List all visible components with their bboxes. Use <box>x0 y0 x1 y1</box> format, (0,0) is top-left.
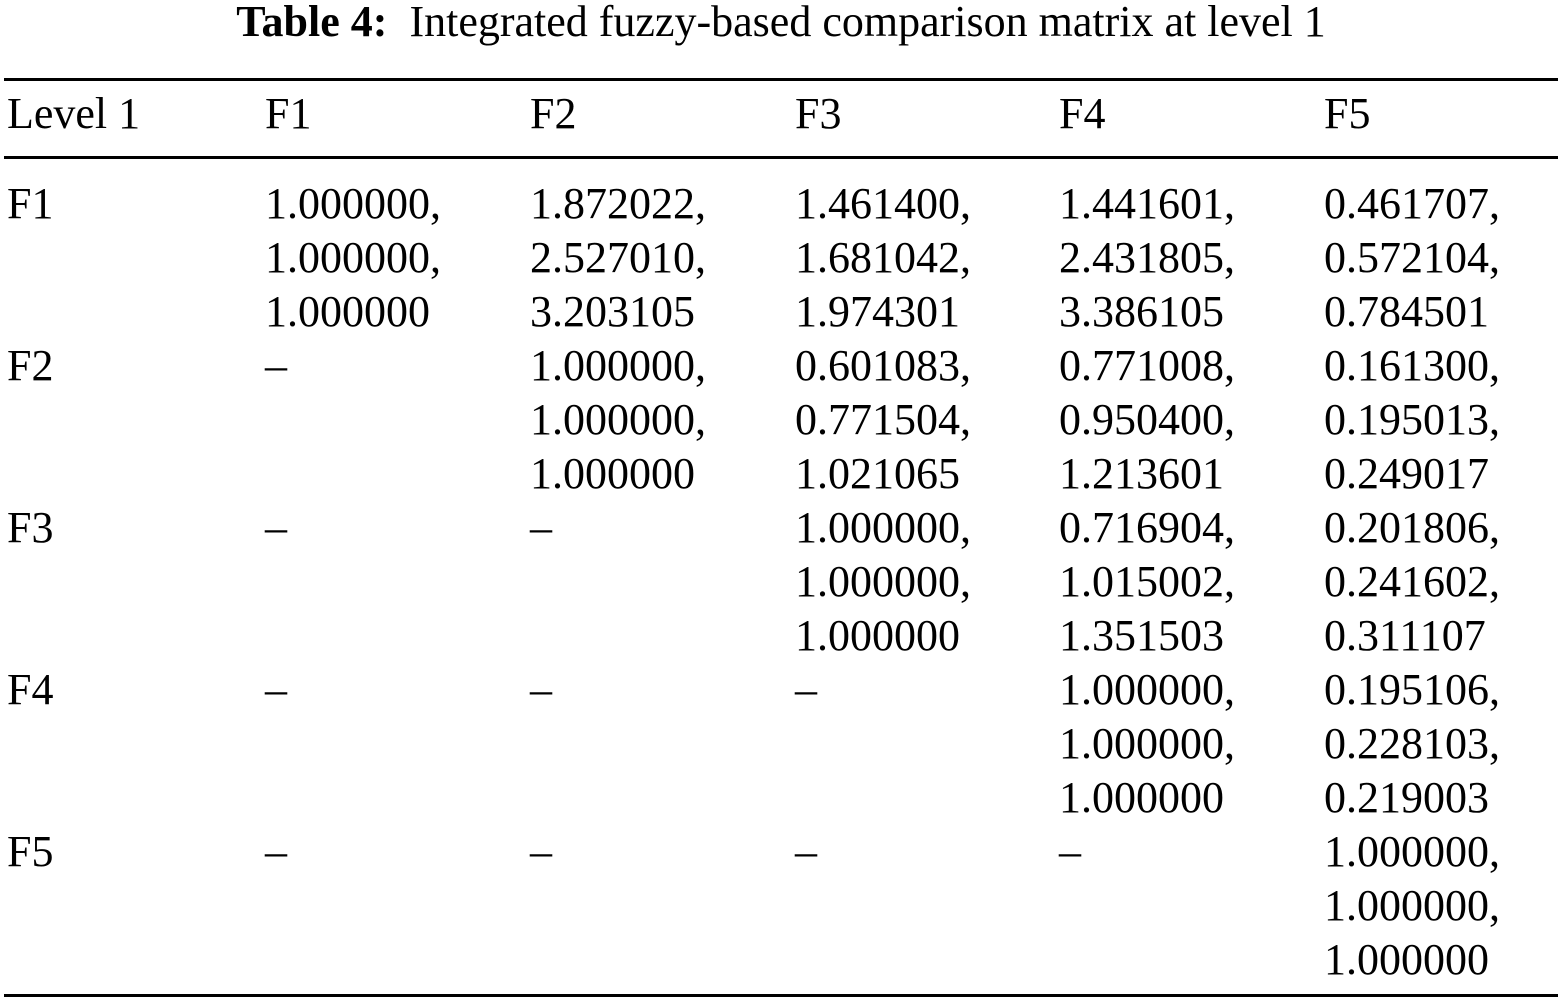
table-header-row: Level 1 F1 F2 F3 F4 F5 <box>0 88 1562 144</box>
table-cell: 1.000000, 1.000000, 1.000000 <box>530 341 706 498</box>
table-cell: – <box>795 665 817 714</box>
table-cell: 1.872022, 2.527010, 3.203105 <box>530 179 706 336</box>
table-cell: 1.441601, 2.431805, 3.386105 <box>1059 179 1235 336</box>
table-caption-text: Integrated fuzzy-based comparison matrix… <box>409 0 1326 46</box>
table-cell: 1.461400, 1.681042, 1.974301 <box>795 179 971 336</box>
row-label: F4 <box>7 665 54 714</box>
table-caption-label: Table 4: <box>236 0 388 46</box>
table-cell: 0.461707, 0.572104, 0.784501 <box>1324 179 1500 336</box>
column-header-level: Level 1 <box>7 89 141 138</box>
row-label: F1 <box>7 179 54 228</box>
table-row: F5 – – – – 1.000000, 1.000000, 1.000000 <box>0 825 1562 987</box>
table-cell: 0.161300, 0.195013, 0.249017 <box>1324 341 1500 498</box>
column-header-f2: F2 <box>530 89 577 138</box>
table-cell: – <box>530 503 552 552</box>
table-top-rule <box>4 78 1558 81</box>
row-label: F2 <box>7 341 54 390</box>
table-cell: – <box>530 827 552 876</box>
column-header-f3: F3 <box>795 89 842 138</box>
table-cell: 1.000000, 1.000000, 1.000000 <box>265 179 441 336</box>
table-bottom-rule <box>4 994 1558 997</box>
table-cell: 1.000000, 1.000000, 1.000000 <box>1059 665 1235 822</box>
table-cell: – <box>1059 827 1081 876</box>
table-cell: 0.195106, 0.228103, 0.219003 <box>1324 665 1500 822</box>
table-cell: – <box>530 665 552 714</box>
table-cell: – <box>795 827 817 876</box>
table-cell: – <box>265 341 287 390</box>
column-header-f1: F1 <box>265 89 312 138</box>
column-header-f4: F4 <box>1059 89 1106 138</box>
table-caption: Table 4: Integrated fuzzy-based comparis… <box>0 0 1562 44</box>
table-cell: 1.000000, 1.000000, 1.000000 <box>795 503 971 660</box>
table-row: F4 – – – 1.000000, 1.000000, 1.000000 0.19… <box>0 663 1562 825</box>
table-cell: 0.601083, 0.771504, 1.021065 <box>795 341 971 498</box>
table-row: F1 1.000000, 1.000000, 1.000000 1.872022, 2… <box>0 177 1562 339</box>
row-label: F5 <box>7 827 54 876</box>
table-cell: – <box>265 665 287 714</box>
table-cell: – <box>265 827 287 876</box>
table-cell: 0.771008, 0.950400, 1.213601 <box>1059 341 1235 498</box>
table-cell: 0.201806, 0.241602, 0.311107 <box>1324 503 1500 660</box>
table-row: F2 – 1.000000, 1.000000, 1.000000 0.601083… <box>0 339 1562 501</box>
table-header-rule <box>4 156 1558 159</box>
table-cell: 1.000000, 1.000000, 1.000000 <box>1324 827 1500 984</box>
table-cell: – <box>265 503 287 552</box>
column-header-f5: F5 <box>1324 89 1371 138</box>
table-cell: 0.716904, 1.015002, 1.351503 <box>1059 503 1235 660</box>
table-row: F3 – – 1.000000, 1.000000, 1.000000 0.7169… <box>0 501 1562 663</box>
row-label: F3 <box>7 503 54 552</box>
